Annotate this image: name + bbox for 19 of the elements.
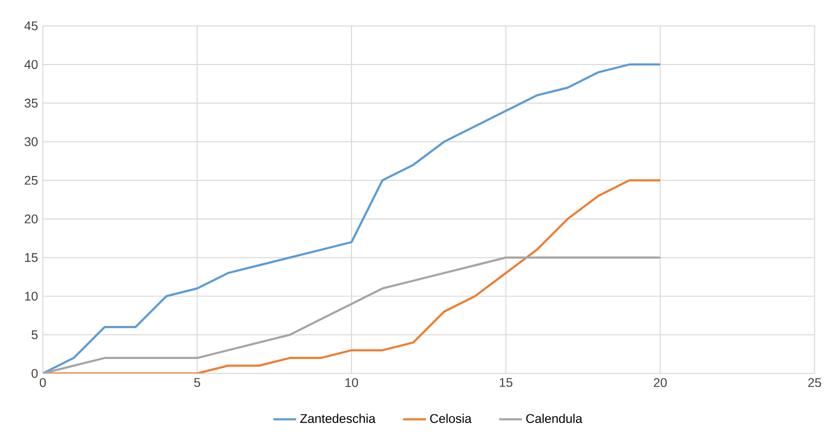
x-tick-label: 5: [194, 378, 200, 387]
y-tick-label: 40: [24, 60, 38, 69]
y-tick-label: 20: [24, 214, 38, 224]
y-tick-label: 0: [32, 368, 38, 378]
y-tick-label: 5: [32, 330, 38, 340]
legend-label: Calendula: [526, 414, 582, 423]
x-tick-label: 25: [808, 378, 822, 387]
y-tick-label: 35: [24, 98, 38, 108]
y-tick-label: 15: [25, 253, 38, 262]
legend-label: Zantedeschia: [300, 414, 376, 423]
y-tick-label: 45: [24, 21, 38, 30]
legend-label: Celosia: [430, 414, 472, 423]
y-tick-label: 10: [25, 292, 38, 301]
x-tick-label: 10: [345, 378, 358, 387]
y-tick-label: 25: [24, 176, 38, 185]
x-tick-label: 20: [654, 378, 667, 387]
y-tick-label: 30: [24, 137, 38, 146]
x-tick-label: 0: [40, 378, 46, 387]
x-tick-label: 15: [500, 378, 512, 387]
